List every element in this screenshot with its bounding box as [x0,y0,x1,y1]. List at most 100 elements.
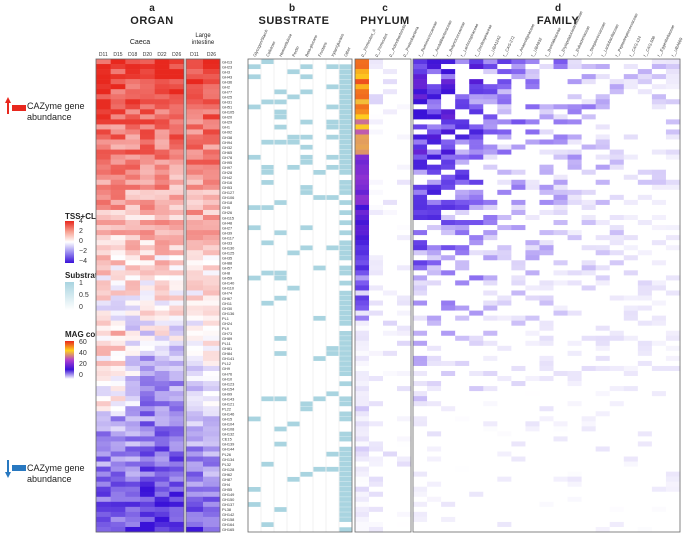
phylum-cell [383,119,398,125]
family-cell [525,89,540,95]
family-cell [525,340,540,347]
family-cell [651,154,667,160]
phylum-cell [369,315,384,321]
phylum-cell [383,456,398,462]
organ-cell [169,521,185,528]
organ-cell [186,476,204,482]
organ-cell [154,99,170,105]
family-cell [595,411,611,417]
large-intestine-frame [185,58,221,533]
family-cell [581,245,596,251]
family-column-label: f__CAG-124 [628,34,642,57]
organ-cell [110,340,126,347]
family-cell [497,396,512,402]
substrate-cell [339,190,352,195]
family-cell [609,225,625,231]
substrate-cell [339,270,352,276]
family-cell [609,94,625,100]
organ-cell [110,466,126,472]
family-cell [609,360,625,367]
substrate-cell [274,139,287,145]
organ-cell [96,119,111,125]
organ-cell [125,84,141,90]
organ-cell [169,204,185,211]
phylum-cell [397,114,412,120]
family-cell [623,89,639,95]
family-cell [567,84,582,90]
organ-cell [96,431,111,437]
phylum-cell [383,84,398,90]
row-label: GH15 [222,417,232,422]
organ-cell [203,360,221,367]
organ-cell [154,406,170,412]
family-cell [469,270,484,276]
family-cell [539,516,554,523]
phylum-cell [369,345,384,352]
family-cell [581,164,596,171]
organ-cell [125,370,141,377]
family-cell [483,300,498,306]
family-cell [637,526,653,533]
family-cell [469,139,484,145]
family-cell [441,230,456,236]
row-label: GH77 [222,89,232,94]
family-cell [623,340,639,347]
family-cell [665,119,681,125]
phylum-cell [383,526,398,533]
organ-cell [169,476,185,482]
family-cell [525,401,540,407]
organ-cell [169,104,185,110]
phylum-cell [397,285,412,291]
family-cell [455,199,470,206]
substrate-cell [248,225,261,231]
family-cell [497,245,512,251]
phylum-cell [383,240,398,246]
family-cell [525,94,540,100]
family-cell [441,179,456,186]
substrate-cell [300,119,313,125]
family-cell [525,416,540,422]
organ-cell [186,481,204,488]
organ-cell [169,209,185,216]
family-cell [483,501,498,508]
family-cell [553,461,568,467]
phylum-cell [397,245,412,251]
organ-cell [140,204,155,211]
family-cell [637,275,653,281]
phylum-cell [383,335,398,342]
family-cell [455,280,470,286]
family-cell [539,300,554,306]
family-cell [427,325,442,332]
organ-cell [154,245,170,251]
organ-cell [186,59,204,65]
phylum-cell [369,416,384,422]
family-cell [581,209,596,216]
family-cell [427,250,442,256]
organ-cell [125,204,141,211]
family-cell [651,476,667,482]
family-cell [427,406,442,412]
substrate-cell [274,441,287,447]
organ-cell [140,431,155,437]
family-cell [651,79,667,85]
family-cell [581,365,596,372]
family-cell [413,461,428,467]
substrate-cell [287,476,300,482]
family-cell [637,119,653,125]
family-cell [455,255,470,261]
phylum-cell [383,461,398,467]
organ-cell [110,471,126,477]
family-cell [525,84,540,90]
organ-cell [186,114,204,120]
family-cell [595,365,611,372]
family-cell [637,481,653,488]
organ-cell [186,300,204,306]
organ-cell [110,426,126,432]
organ-cell [125,99,141,105]
family-cell [623,426,639,432]
family-cell [595,270,611,276]
family-cell [497,511,512,518]
phylum-cell [355,320,370,326]
organ-cell [110,94,126,100]
family-cell [581,396,596,402]
